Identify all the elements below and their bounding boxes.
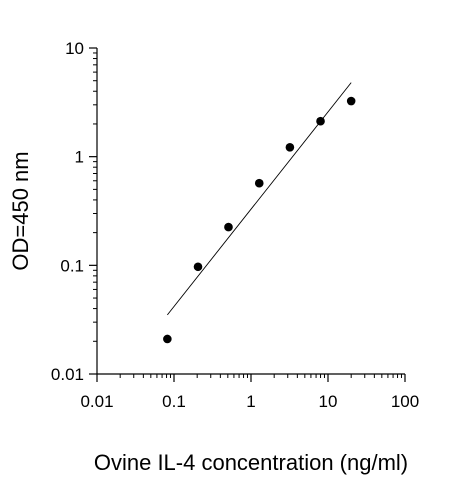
data-point	[163, 334, 172, 344]
y-tick-label: 1	[75, 148, 84, 167]
y-ticks: 0.01 0.1 1 10	[51, 39, 97, 384]
data-points	[163, 96, 356, 344]
data-point	[346, 96, 356, 106]
data-point	[285, 142, 295, 152]
axes	[96, 48, 405, 375]
x-tick-label: 0.1	[162, 392, 186, 411]
x-tick-label: 1	[246, 392, 255, 411]
data-point	[224, 222, 233, 232]
x-ticks: 0.01 0.1 1 10 100	[80, 374, 419, 411]
y-tick-label: 0.1	[60, 256, 84, 275]
fit-line-group	[167, 82, 352, 316]
y-tick-label: 10	[65, 39, 84, 58]
fit-line	[167, 82, 352, 316]
x-tick-label: 10	[319, 392, 338, 411]
data-point	[316, 116, 325, 126]
x-tick-label: 0.01	[80, 392, 113, 411]
y-axis-title: OD=450 nm	[8, 151, 33, 270]
data-point	[254, 178, 264, 188]
y-tick-label: 0.01	[51, 365, 84, 384]
data-point	[193, 262, 203, 272]
x-axis-title: Ovine IL-4 concentration (ng/ml)	[94, 450, 408, 475]
x-tick-label: 100	[391, 392, 419, 411]
